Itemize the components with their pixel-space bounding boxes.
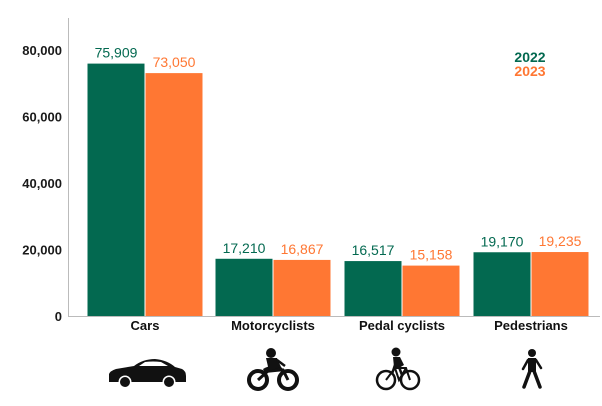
bar-2023-motorcyclists bbox=[273, 259, 331, 316]
motorcycle-icon bbox=[247, 348, 299, 391]
bar-2022-cars bbox=[87, 63, 145, 317]
bars bbox=[87, 63, 589, 317]
category-label: Motorcyclists bbox=[231, 318, 315, 333]
bar-2022-pedestrians bbox=[473, 252, 531, 316]
y-tick-label: 0 bbox=[55, 309, 62, 324]
category-label: Cars bbox=[131, 318, 160, 333]
data-labels: 75,909 17,210 16,517 19,170 73,050 16,867 15,1… bbox=[95, 45, 582, 263]
data-label: 17,210 bbox=[223, 240, 266, 256]
category-labels: Cars Motorcyclists Pedal cyclists Pedestria… bbox=[131, 318, 568, 333]
category-label: Pedal cyclists bbox=[359, 318, 445, 333]
category-icons bbox=[109, 347, 543, 391]
pedestrian-icon bbox=[521, 349, 543, 389]
bar-2022-motorcyclists bbox=[215, 258, 273, 316]
car-icon bbox=[109, 359, 186, 389]
y-tick-label: 40,000 bbox=[22, 176, 62, 191]
category-label: Pedestrians bbox=[494, 318, 568, 333]
bar-2023-pedal-cyclists bbox=[402, 265, 460, 316]
legend-entry-2022: 2022 bbox=[514, 49, 545, 65]
data-label: 15,158 bbox=[410, 247, 453, 263]
bar-2023-pedestrians bbox=[531, 252, 589, 316]
legend-entry-2023: 2023 bbox=[514, 63, 545, 79]
y-tick-label: 80,000 bbox=[22, 43, 62, 58]
y-tick-label: 20,000 bbox=[22, 243, 62, 258]
data-label: 16,867 bbox=[281, 241, 324, 257]
data-label: 16,517 bbox=[352, 242, 395, 258]
data-label: 75,909 bbox=[95, 45, 138, 61]
data-label: 73,050 bbox=[153, 54, 196, 70]
bar-2022-pedal-cyclists bbox=[344, 261, 402, 316]
legend: 2022 2023 bbox=[514, 49, 545, 79]
data-label: 19,170 bbox=[481, 233, 524, 249]
bicycle-icon bbox=[375, 347, 421, 391]
bar-2023-cars bbox=[145, 73, 203, 316]
data-label: 19,235 bbox=[539, 233, 582, 249]
y-axis-ticks: 0 20,000 40,000 60,000 80,000 bbox=[22, 43, 62, 324]
y-tick-label: 60,000 bbox=[22, 110, 62, 125]
